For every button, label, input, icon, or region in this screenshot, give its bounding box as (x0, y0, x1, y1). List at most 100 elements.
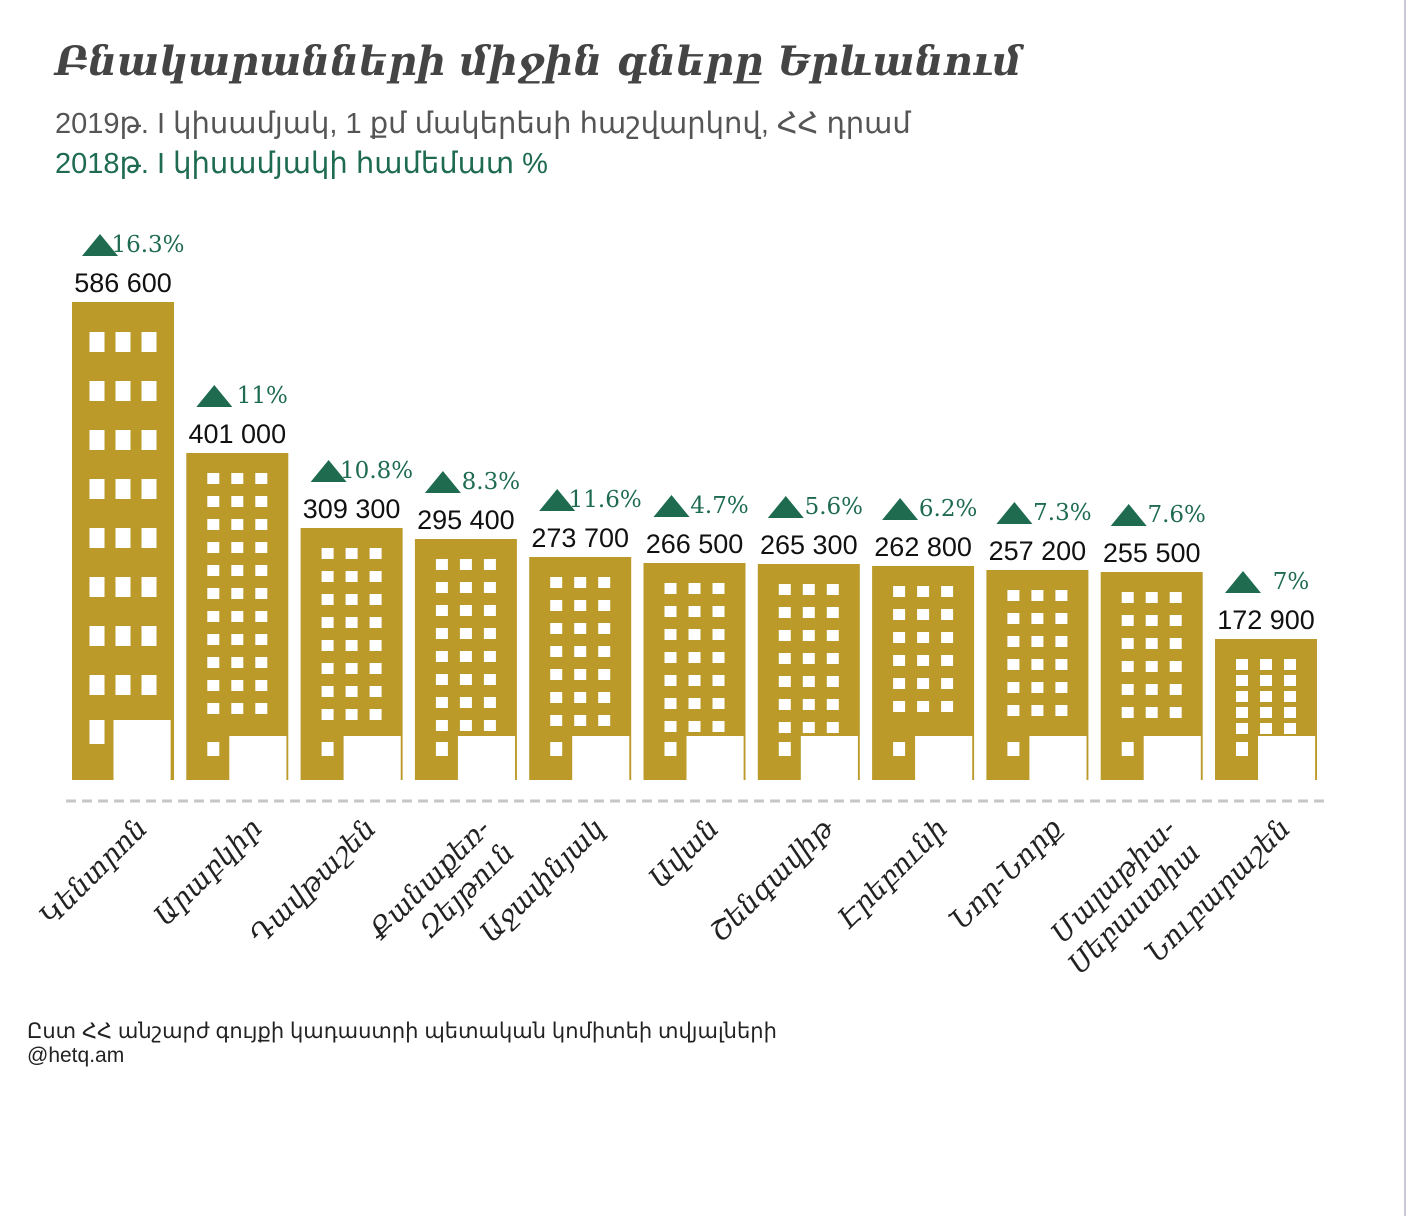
bar-chart: 586 600 16.3% Կենտրոն 401 000 11% Արաբկիր 309 … (33, 232, 1328, 981)
window (369, 663, 382, 674)
window (255, 565, 268, 576)
window (1031, 682, 1044, 693)
bar-value-label: 262 800 (874, 532, 972, 562)
window (1260, 659, 1272, 670)
window (1145, 592, 1158, 603)
window (893, 742, 906, 756)
bar-value-label: 401 000 (188, 419, 286, 449)
right-edge-rule (1404, 0, 1406, 1216)
window (712, 629, 725, 640)
window (115, 577, 131, 597)
window (712, 652, 725, 663)
window (1284, 675, 1296, 686)
bar-change-label: 7% (1273, 569, 1310, 595)
source-text: Ըստ ՀՀ անշարժ գույքի կադաստրի պետական կո… (27, 1020, 777, 1043)
window (435, 628, 448, 639)
window (1007, 659, 1020, 670)
window (712, 698, 725, 709)
window (893, 586, 906, 597)
window (459, 674, 472, 685)
window (321, 742, 334, 756)
window (321, 709, 334, 720)
window (1007, 636, 1020, 647)
window (89, 675, 105, 695)
chart-subtitle-comparison: 2018թ. I կիսամյակի համեմատ % (55, 148, 548, 180)
window (231, 657, 244, 668)
window (1145, 638, 1158, 649)
bar-change-label: 11.6% (569, 487, 642, 513)
window (802, 722, 815, 733)
window (688, 721, 701, 732)
up-triangle-icon (653, 495, 690, 517)
window (89, 332, 105, 352)
window (550, 715, 563, 726)
window (207, 542, 220, 553)
window (255, 542, 268, 553)
window (1121, 661, 1134, 672)
window (321, 663, 334, 674)
window (231, 519, 244, 530)
window (345, 548, 358, 559)
window (712, 721, 725, 732)
window (459, 582, 472, 593)
window (1121, 742, 1134, 756)
window (1007, 742, 1020, 756)
window (802, 699, 815, 710)
window (231, 565, 244, 576)
window (483, 605, 496, 616)
window (255, 496, 268, 507)
window (893, 655, 906, 666)
window (369, 709, 382, 720)
window (917, 632, 930, 643)
window (255, 680, 268, 691)
window (1055, 636, 1068, 647)
building-entrance (686, 736, 744, 780)
window (231, 473, 244, 484)
source-note: Ըստ ՀՀ անշարժ գույքի կադաստրի պետական կո… (27, 1020, 777, 1068)
window (1236, 723, 1248, 734)
window (255, 519, 268, 530)
window (826, 722, 839, 733)
window (1121, 638, 1134, 649)
window (141, 675, 157, 695)
building-entrance (343, 736, 401, 780)
window (598, 623, 611, 634)
up-triangle-icon (1110, 504, 1147, 526)
window (550, 692, 563, 703)
bar-value-label: 255 500 (1103, 538, 1201, 568)
window (255, 588, 268, 599)
window (598, 577, 611, 588)
window (483, 582, 496, 593)
window (1031, 613, 1044, 624)
category-label: Ավան (642, 812, 725, 895)
window (231, 588, 244, 599)
window (1169, 615, 1182, 626)
category-label: Շենգավիթ (703, 810, 841, 948)
window (688, 606, 701, 617)
building-entrance (1143, 736, 1201, 780)
window (802, 676, 815, 687)
window (1284, 723, 1296, 734)
window (255, 657, 268, 668)
window (207, 496, 220, 507)
building-entrance (113, 720, 171, 780)
window (688, 583, 701, 594)
bar-change-label: 16.3% (111, 232, 184, 258)
window (345, 571, 358, 582)
window (1007, 613, 1020, 624)
window (826, 607, 839, 618)
window (688, 698, 701, 709)
window (664, 606, 677, 617)
window (207, 634, 220, 645)
window (598, 646, 611, 657)
window (435, 674, 448, 685)
window (1007, 590, 1020, 601)
window (141, 528, 157, 548)
window (435, 697, 448, 708)
window (459, 720, 472, 731)
category-label-line: Նոր-Նորք (943, 811, 1068, 936)
window (574, 692, 587, 703)
window (231, 542, 244, 553)
window (664, 721, 677, 732)
window (231, 680, 244, 691)
